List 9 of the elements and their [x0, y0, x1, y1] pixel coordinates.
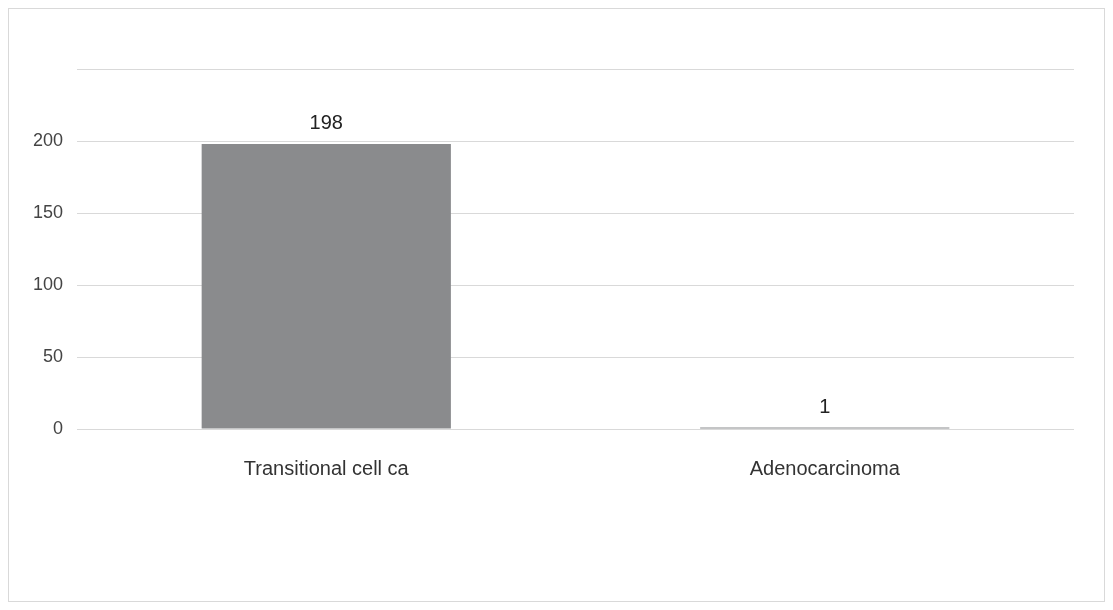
- data-label: 1: [819, 395, 831, 418]
- y-tick-label: 0: [53, 417, 64, 438]
- y-tick-label: 100: [32, 273, 64, 294]
- y-tick-label: 50: [43, 345, 64, 366]
- x-tick-label: Adenocarcinoma: [749, 456, 901, 479]
- y-tick-label: 200: [32, 129, 64, 150]
- data-label: 198: [309, 111, 343, 134]
- x-tick-label: Transitional cell ca: [243, 456, 410, 479]
- y-tick-label: 150: [32, 201, 64, 222]
